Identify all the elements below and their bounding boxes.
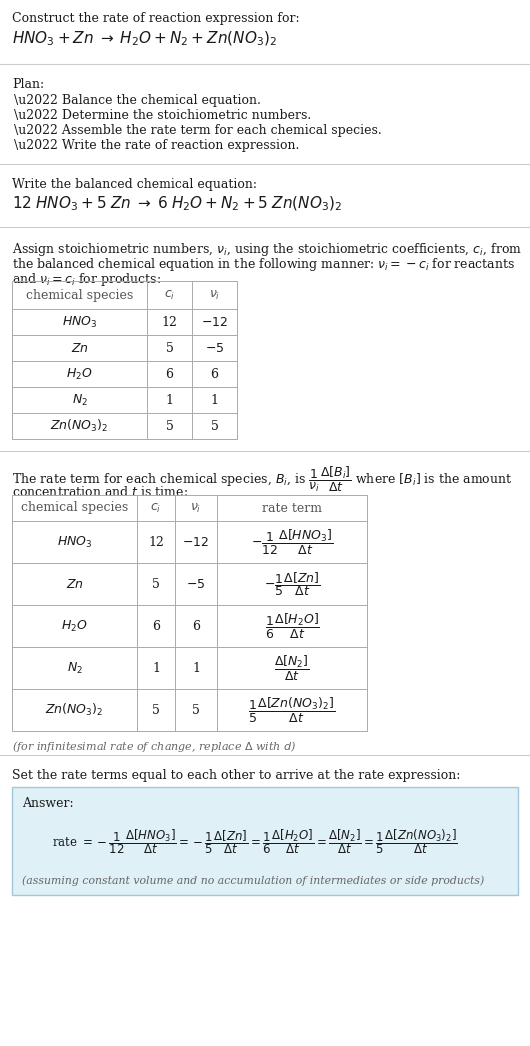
Text: Set the rate terms equal to each other to arrive at the rate expression:: Set the rate terms equal to each other t…	[12, 769, 461, 782]
Text: $N_2$: $N_2$	[67, 660, 83, 676]
Text: \u2022 Balance the chemical equation.: \u2022 Balance the chemical equation.	[14, 94, 261, 107]
Text: $HNO_3$: $HNO_3$	[57, 535, 92, 549]
Text: 5: 5	[165, 341, 173, 355]
Text: $H_2O$: $H_2O$	[61, 618, 88, 634]
Text: 5: 5	[152, 704, 160, 717]
Text: 12: 12	[148, 536, 164, 548]
Text: chemical species: chemical species	[26, 289, 133, 301]
Text: 5: 5	[192, 704, 200, 717]
Text: $-12$: $-12$	[182, 536, 209, 548]
Text: 6: 6	[152, 619, 160, 633]
Text: Answer:: Answer:	[22, 797, 74, 810]
Text: $Zn(NO_3)_2$: $Zn(NO_3)_2$	[50, 418, 109, 434]
Text: $c_i$: $c_i$	[164, 289, 175, 301]
Text: \u2022 Determine the stoichiometric numbers.: \u2022 Determine the stoichiometric numb…	[14, 109, 311, 122]
Text: $-12$: $-12$	[201, 316, 228, 328]
Text: 1: 1	[192, 661, 200, 675]
Text: (assuming constant volume and no accumulation of intermediates or side products): (assuming constant volume and no accumul…	[22, 876, 484, 886]
Text: (for infinitesimal rate of change, replace $\Delta$ with $d$): (for infinitesimal rate of change, repla…	[12, 740, 296, 754]
Text: The rate term for each chemical species, $B_i$, is $\dfrac{1}{\nu_i}\dfrac{\Delt: The rate term for each chemical species,…	[12, 465, 513, 494]
Bar	[12, 281, 237, 439]
Bar	[12, 787, 518, 895]
Text: 5: 5	[210, 419, 218, 432]
Text: $HNO_3$: $HNO_3$	[62, 315, 97, 329]
Text: 1: 1	[210, 393, 218, 407]
Text: $\dfrac{\Delta[N_2]}{\Delta t}$: $\dfrac{\Delta[N_2]}{\Delta t}$	[274, 654, 310, 682]
Text: 12: 12	[162, 316, 178, 328]
Text: and $\nu_i = c_i$ for products:: and $\nu_i = c_i$ for products:	[12, 271, 161, 288]
Text: $12\;HNO_3 + 5\;Zn \;\rightarrow\; 6\;H_2O + N_2 + 5\;Zn(NO_3)_2$: $12\;HNO_3 + 5\;Zn \;\rightarrow\; 6\;H_…	[12, 195, 342, 213]
Text: 5: 5	[165, 419, 173, 432]
Text: $Zn$: $Zn$	[66, 577, 83, 591]
Text: $\dfrac{1}{5}\dfrac{\Delta[Zn(NO_3)_2]}{\Delta t}$: $\dfrac{1}{5}\dfrac{\Delta[Zn(NO_3)_2]}{…	[249, 696, 335, 725]
Text: 5: 5	[152, 577, 160, 591]
Text: rate $= -\dfrac{1}{12}\dfrac{\Delta[HNO_3]}{\Delta t} = -\dfrac{1}{5}\dfrac{\Del: rate $= -\dfrac{1}{12}\dfrac{\Delta[HNO_…	[52, 827, 458, 857]
Text: $HNO_3 + Zn \;\rightarrow\; H_2O + N_2 + Zn(NO_3)_2$: $HNO_3 + Zn \;\rightarrow\; H_2O + N_2 +…	[12, 30, 277, 48]
Text: 1: 1	[152, 661, 160, 675]
Text: 6: 6	[192, 619, 200, 633]
Text: \u2022 Assemble the rate term for each chemical species.: \u2022 Assemble the rate term for each c…	[14, 124, 382, 137]
Text: Plan:: Plan:	[12, 78, 44, 91]
Text: Assign stoichiometric numbers, $\nu_i$, using the stoichiometric coefficients, $: Assign stoichiometric numbers, $\nu_i$, …	[12, 241, 522, 258]
Text: 6: 6	[210, 367, 218, 381]
Text: the balanced chemical equation in the following manner: $\nu_i = -c_i$ for react: the balanced chemical equation in the fo…	[12, 256, 515, 273]
Text: $\nu_i$: $\nu_i$	[190, 501, 202, 515]
Text: chemical species: chemical species	[21, 501, 128, 515]
Text: Construct the rate of reaction expression for:: Construct the rate of reaction expressio…	[12, 12, 299, 25]
Text: $-5$: $-5$	[187, 577, 206, 591]
Text: $H_2O$: $H_2O$	[66, 366, 93, 382]
Text: $-\dfrac{1}{12}\dfrac{\Delta[HNO_3]}{\Delta t}$: $-\dfrac{1}{12}\dfrac{\Delta[HNO_3]}{\De…	[251, 527, 333, 556]
Text: 1: 1	[165, 393, 173, 407]
Text: rate term: rate term	[262, 501, 322, 515]
Text: $Zn$: $Zn$	[70, 341, 89, 355]
Text: $N_2$: $N_2$	[72, 392, 87, 408]
Text: 6: 6	[165, 367, 173, 381]
Text: $-5$: $-5$	[205, 341, 224, 355]
Text: concentration and $t$ is time:: concentration and $t$ is time:	[12, 485, 188, 499]
Text: Write the balanced chemical equation:: Write the balanced chemical equation:	[12, 178, 257, 191]
Text: $-\dfrac{1}{5}\dfrac{\Delta[Zn]}{\Delta t}$: $-\dfrac{1}{5}\dfrac{\Delta[Zn]}{\Delta …	[263, 570, 321, 598]
Text: $Zn(NO_3)_2$: $Zn(NO_3)_2$	[46, 702, 104, 718]
Text: $\dfrac{1}{6}\dfrac{\Delta[H_2O]}{\Delta t}$: $\dfrac{1}{6}\dfrac{\Delta[H_2O]}{\Delta…	[264, 612, 320, 640]
Bar	[12, 495, 367, 731]
Text: $\nu_i$: $\nu_i$	[209, 289, 220, 301]
Text: \u2022 Write the rate of reaction expression.: \u2022 Write the rate of reaction expres…	[14, 139, 299, 152]
Text: $c_i$: $c_i$	[151, 501, 162, 515]
